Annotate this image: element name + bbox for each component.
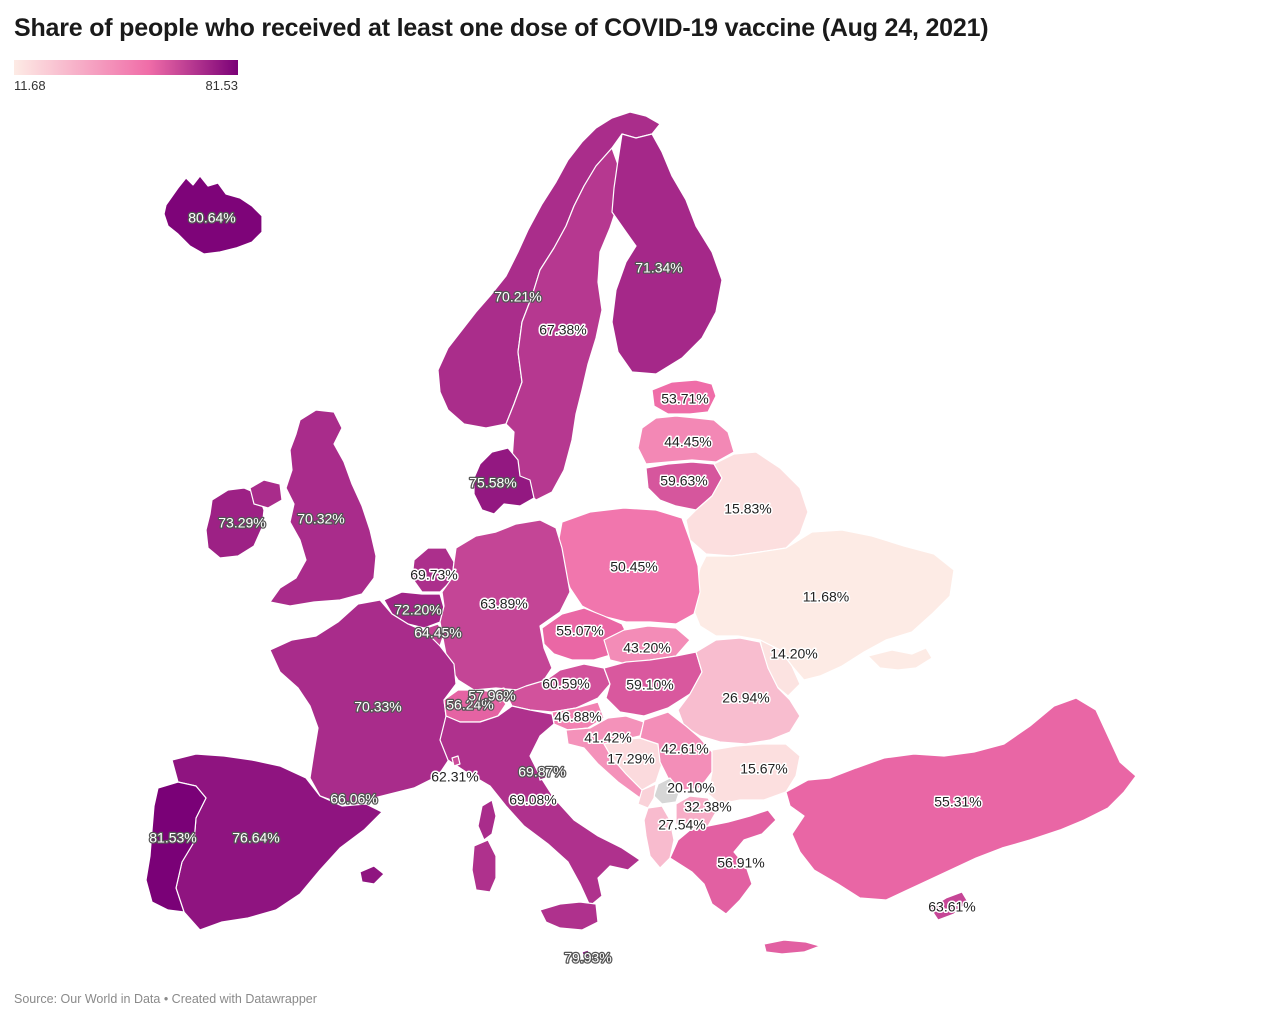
label-montenegro: 20.10% bbox=[667, 780, 714, 796]
country-sicily[interactable] bbox=[539, 901, 599, 931]
country-value-labels: 80.64% 70.21% 67.38% 71.34% 53.71% 44.45… bbox=[148, 208, 983, 967]
label-belgium: 72.20% bbox=[394, 602, 441, 618]
country-crete[interactable] bbox=[763, 939, 821, 955]
label-san-marino: 69.87% bbox=[518, 764, 565, 780]
label-slovenia: 46.88% bbox=[554, 709, 601, 725]
label-greece: 56.91% bbox=[717, 855, 764, 871]
label-luxembourg: 64.45% bbox=[414, 625, 461, 641]
label-spain: 76.64% bbox=[232, 830, 279, 846]
color-legend: 11.68 81.53 bbox=[14, 60, 238, 96]
label-finland: 71.34% bbox=[635, 260, 682, 276]
country-germany[interactable] bbox=[439, 519, 571, 691]
label-turkey: 55.31% bbox=[934, 794, 981, 810]
label-croatia: 41.42% bbox=[584, 730, 631, 746]
label-sweden: 67.38% bbox=[539, 322, 586, 338]
country-ukraine[interactable] bbox=[691, 529, 955, 681]
country-san-marino[interactable] bbox=[537, 769, 547, 781]
country-finland[interactable] bbox=[611, 133, 723, 375]
label-bulgaria: 15.67% bbox=[740, 761, 787, 777]
country-portugal[interactable] bbox=[145, 781, 207, 913]
country-estonia[interactable] bbox=[651, 379, 717, 415]
label-austria: 60.59% bbox=[542, 676, 589, 692]
country-denmark[interactable] bbox=[473, 447, 535, 515]
legend-min-label: 11.68 bbox=[14, 78, 46, 93]
country-slovenia[interactable] bbox=[551, 701, 605, 731]
country-bosnia[interactable] bbox=[603, 737, 663, 791]
label-moldova: 14.20% bbox=[770, 646, 817, 662]
country-united-kingdom[interactable] bbox=[269, 409, 377, 607]
map-title: Share of people who received at least on… bbox=[14, 14, 989, 42]
label-slovakia: 43.20% bbox=[623, 640, 670, 656]
label-andorra: 66.06% bbox=[330, 791, 377, 807]
label-ireland: 73.29% bbox=[218, 515, 265, 531]
label-cyprus: 63.61% bbox=[928, 899, 975, 915]
country-serbia[interactable] bbox=[639, 711, 713, 791]
label-czechia: 55.07% bbox=[556, 623, 603, 639]
label-denmark: 75.58% bbox=[469, 475, 516, 491]
country-northern-ireland[interactable] bbox=[249, 479, 283, 509]
label-united-kingdom: 70.32% bbox=[297, 511, 344, 527]
country-turkey[interactable] bbox=[785, 697, 1137, 901]
country-shapes bbox=[145, 111, 1137, 959]
country-ukraine-crimea[interactable] bbox=[867, 647, 933, 671]
label-ukraine: 11.68% bbox=[803, 589, 849, 605]
country-sweden[interactable] bbox=[505, 147, 623, 501]
label-norway: 70.21% bbox=[494, 289, 541, 305]
label-albania: 27.54% bbox=[658, 817, 705, 833]
label-iceland: 80.64% bbox=[188, 210, 235, 226]
country-liechtenstein[interactable] bbox=[495, 687, 507, 703]
label-poland: 50.45% bbox=[610, 559, 657, 575]
label-latvia: 44.45% bbox=[664, 434, 711, 450]
country-montenegro[interactable] bbox=[637, 783, 657, 809]
country-cyprus[interactable] bbox=[929, 891, 969, 921]
label-italy: 69.08% bbox=[509, 792, 556, 808]
label-bosnia: 17.29% bbox=[607, 751, 654, 767]
country-north-macedonia[interactable] bbox=[675, 795, 717, 831]
country-latvia[interactable] bbox=[637, 415, 735, 465]
country-ireland[interactable] bbox=[205, 487, 265, 559]
country-romania[interactable] bbox=[677, 637, 801, 745]
label-monaco: 62.31% bbox=[431, 769, 478, 785]
label-liechtenstein: 57.96% bbox=[468, 688, 515, 704]
source-note: Source: Our World in Data • Created with… bbox=[14, 992, 317, 1006]
label-north-macedonia: 32.38% bbox=[684, 799, 731, 815]
label-malta: 79.93% bbox=[564, 950, 611, 966]
country-greece[interactable] bbox=[669, 809, 777, 915]
country-corsica[interactable] bbox=[477, 799, 497, 841]
label-lithuania: 59.63% bbox=[660, 473, 707, 489]
country-sardinia[interactable] bbox=[471, 839, 497, 893]
country-italy[interactable] bbox=[439, 705, 641, 907]
label-switzerland: 56.24% bbox=[446, 697, 493, 713]
label-estonia: 53.71% bbox=[661, 391, 708, 407]
label-belarus: 15.83% bbox=[724, 501, 771, 517]
label-romania: 26.94% bbox=[722, 690, 769, 706]
label-portugal: 81.53% bbox=[149, 830, 196, 846]
label-serbia: 42.61% bbox=[661, 741, 708, 757]
country-albania[interactable] bbox=[643, 805, 675, 869]
label-france: 70.33% bbox=[354, 699, 401, 715]
legend-max-label: 81.53 bbox=[205, 78, 238, 93]
label-germany: 63.89% bbox=[480, 596, 527, 612]
country-balearics[interactable] bbox=[359, 865, 385, 885]
label-hungary: 59.10% bbox=[626, 677, 673, 693]
legend-gradient-bar bbox=[14, 60, 238, 75]
country-slovakia[interactable] bbox=[603, 625, 691, 665]
country-monaco[interactable] bbox=[451, 755, 461, 767]
country-malta[interactable] bbox=[581, 949, 591, 959]
label-netherlands: 69.73% bbox=[410, 567, 457, 583]
country-iceland[interactable] bbox=[163, 175, 263, 255]
